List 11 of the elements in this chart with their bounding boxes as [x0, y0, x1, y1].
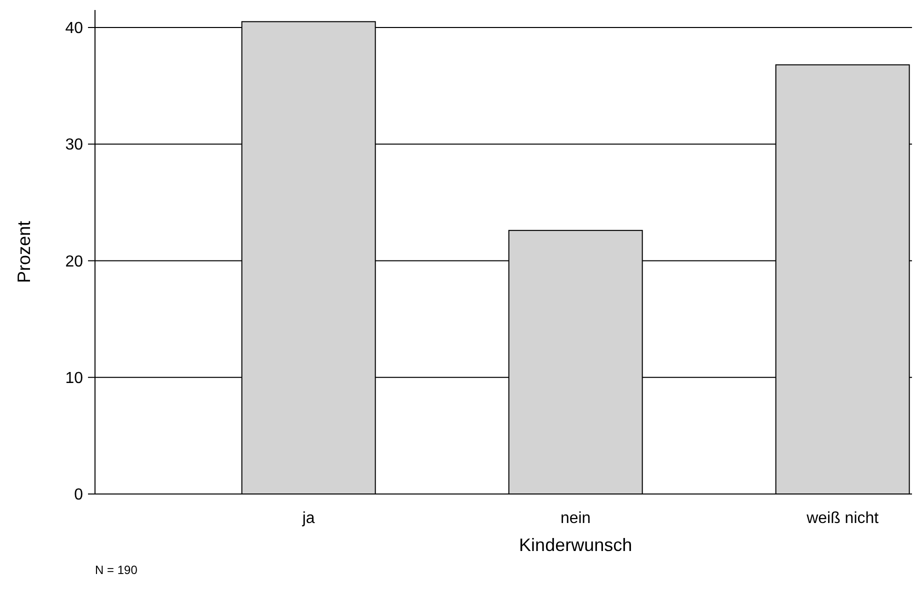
- y-tick-label: 0: [74, 486, 84, 504]
- x-tick-label: ja: [301, 510, 315, 527]
- y-tick-label: 20: [65, 253, 84, 270]
- y-tick-label: 40: [65, 20, 84, 38]
- x-axis-title: Kinderwunsch: [519, 535, 632, 555]
- text: N = 190: [95, 563, 138, 577]
- y-axis-title: Prozent: [14, 220, 34, 284]
- y-tick-label: 10: [65, 370, 84, 387]
- y-tick-label: 30: [65, 136, 84, 154]
- x-tick-label: weiß nicht: [806, 510, 880, 527]
- x-tick-label: nein: [560, 510, 591, 527]
